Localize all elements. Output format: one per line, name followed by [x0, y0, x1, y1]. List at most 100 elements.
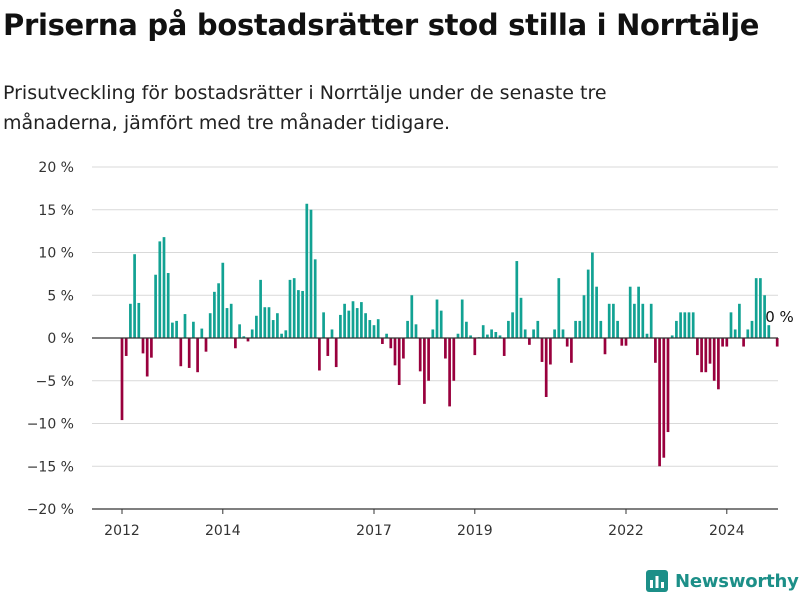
bar — [162, 237, 166, 338]
bar — [192, 321, 195, 338]
bar — [351, 301, 355, 338]
bar — [561, 329, 565, 338]
bar — [196, 338, 199, 373]
bar — [288, 279, 292, 338]
bar — [683, 312, 687, 338]
bar — [229, 303, 233, 338]
bar — [297, 290, 300, 338]
y-tick-label: −10 % — [27, 417, 74, 433]
newsworthy-logo[interactable]: Newsworthy — [645, 569, 799, 593]
bar — [700, 338, 703, 373]
bar — [246, 338, 250, 342]
gridlines — [92, 166, 778, 467]
bar — [515, 261, 519, 338]
labels: 20 % 15 % 10 % 5 % 0 % −5 % −10 % −15 % −20 % 201… — [27, 160, 794, 539]
bar — [565, 338, 569, 347]
bar — [318, 338, 321, 371]
brand-name: Newsworthy — [675, 570, 799, 592]
bar — [624, 338, 628, 346]
bar — [355, 308, 359, 338]
bar — [301, 290, 304, 338]
bar — [267, 307, 271, 338]
bar — [763, 295, 766, 338]
bar — [490, 329, 493, 338]
bar — [259, 279, 262, 338]
bar — [717, 338, 720, 390]
bar — [255, 315, 258, 338]
y-tick-label: 5 % — [47, 288, 74, 304]
bar — [410, 295, 414, 338]
bar — [729, 312, 733, 338]
bar — [603, 338, 607, 355]
bar — [322, 312, 325, 338]
bar — [166, 273, 170, 338]
bar — [213, 291, 216, 338]
bar — [280, 333, 283, 338]
bar — [381, 338, 384, 344]
chart-subtitle: Prisutveckling för bostadsrätter i Norrt… — [3, 82, 607, 134]
x-tick-label: 2024 — [709, 523, 745, 539]
bar — [200, 328, 204, 338]
x-tick-label: 2012 — [104, 523, 140, 539]
bar — [553, 329, 556, 338]
bar — [733, 329, 737, 338]
bar — [528, 338, 531, 345]
bar — [238, 324, 241, 338]
bar — [675, 320, 678, 338]
bar — [263, 307, 267, 338]
bar — [183, 314, 187, 338]
x-tick-label: 2017 — [356, 523, 392, 539]
bar — [628, 286, 632, 338]
bar — [473, 338, 477, 356]
chart-title: Priserna på bostadsrätter stod stilla i … — [3, 8, 760, 42]
bar — [486, 334, 489, 338]
newsworthy-logo-icon — [646, 570, 668, 592]
bar — [343, 303, 346, 338]
bar — [368, 320, 372, 338]
x-tick-label: 2019 — [457, 523, 493, 539]
end-value-label: 0 % — [765, 308, 794, 326]
bar — [423, 338, 426, 404]
y-tick-label: −15 % — [27, 459, 74, 475]
bar — [179, 338, 183, 367]
bar — [687, 312, 691, 338]
axes — [92, 337, 778, 514]
bar — [137, 302, 141, 338]
y-tick-label: 0 % — [47, 331, 74, 347]
y-tick-label: 15 % — [38, 203, 74, 219]
bar — [725, 338, 729, 347]
bar — [431, 329, 435, 338]
bar — [574, 320, 577, 338]
bar — [385, 333, 388, 338]
bar — [292, 278, 296, 338]
bar — [607, 303, 611, 338]
bar — [456, 333, 460, 338]
bar — [326, 338, 330, 356]
bar — [347, 310, 351, 338]
bar — [691, 312, 695, 338]
bar — [549, 338, 552, 365]
bar — [498, 335, 502, 338]
bar — [150, 338, 153, 358]
bar — [376, 319, 380, 338]
bar — [364, 313, 367, 338]
bar — [633, 303, 636, 338]
bar — [397, 338, 401, 386]
bar — [775, 338, 779, 347]
bar — [250, 329, 254, 338]
bar — [494, 332, 498, 338]
y-tick-label: 10 % — [38, 246, 74, 262]
bar — [570, 338, 573, 363]
bar — [670, 335, 674, 338]
bar — [658, 338, 661, 467]
bar — [372, 325, 376, 338]
bars — [120, 203, 779, 467]
bar — [339, 314, 342, 338]
bar — [402, 338, 405, 359]
bar — [540, 338, 544, 362]
bar — [599, 320, 603, 338]
bar — [133, 254, 136, 338]
y-tick-label: −5 % — [36, 374, 74, 390]
bar — [754, 278, 758, 338]
bar — [427, 338, 430, 381]
